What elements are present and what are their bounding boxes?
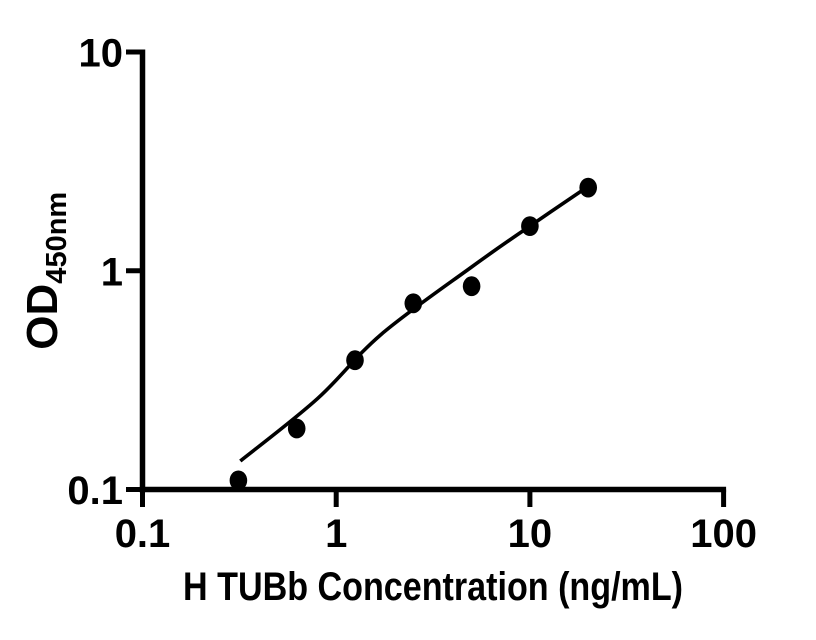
y-axis-tick-label: 10 [79,32,124,76]
data-point [521,216,539,237]
data-point [287,418,306,439]
x-axis-tick-label: 0.1 [115,512,171,556]
y-axis-title-main: OD [18,284,67,350]
x-axis-title: H TUBb Concentration (ng/mL) [183,565,683,609]
data-point [229,470,248,491]
x-axis-tick-label: 100 [690,512,757,556]
x-axis-tick-label: 1 [325,512,347,556]
y-axis-title: OD450nm [18,192,73,350]
y-axis-title-subscript: 450nm [41,192,73,284]
data-point [579,177,597,198]
x-axis-tick-label: 10 [508,512,553,556]
data-point [462,276,481,297]
data-point [346,350,364,371]
y-axis-tick-label: 1 [101,250,123,294]
data-point [404,293,423,314]
y-axis-tick-label: 0.1 [67,469,123,513]
